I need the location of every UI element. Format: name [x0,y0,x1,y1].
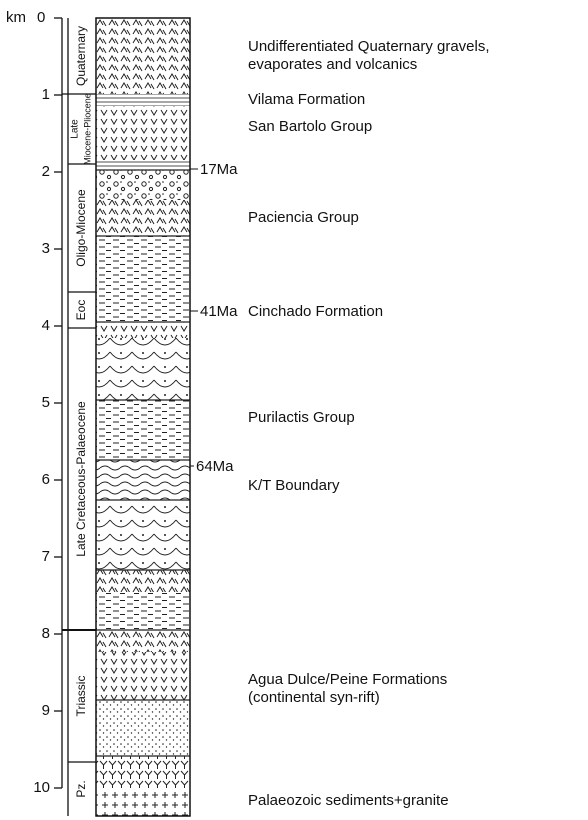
period-label: Late Cretaceous-Palaeocene [74,401,88,557]
period-label: Miocene-Pliocene [82,93,92,165]
period-label: Eoc [74,300,88,321]
age-label: 17Ma [200,161,238,178]
period-label: Pz. [74,780,88,797]
unit-label: Undifferentiated Quaternary gravels, [248,38,490,55]
tick-label: 3 [42,240,50,257]
period-labels: Quaternary Late Miocene-Pliocene Oligo-M… [70,26,93,798]
unit-label: Paciencia Group [248,209,359,226]
tick-label: 9 [42,702,50,719]
tick-label: 1 [42,86,50,103]
tick-label: 5 [42,394,50,411]
unit-label: (continental syn-rift) [248,689,380,706]
axis-unit: km [6,9,26,26]
age-label: 64Ma [196,458,234,475]
period-label: Triassic [74,676,88,717]
period-label: Late [70,119,81,139]
unit-label: Vilama Formation [248,91,365,108]
unit-label: San Bartolo Group [248,118,372,135]
unit-label: evaporates and volcanics [248,56,417,73]
depth-axis: km 0 1 2 3 4 5 6 7 8 9 10 [6,9,62,796]
tick-label: 8 [42,625,50,642]
lithology [95,17,191,817]
tick-label: 10 [33,779,50,796]
period-label: Oligo-Miocene [74,189,88,267]
unit-label: Cinchado Formation [248,303,383,320]
tick-label: 0 [37,9,45,26]
unit-label: Purilactis Group [248,409,355,426]
age-label: 41Ma [200,303,238,320]
unit-labels: Undifferentiated Quaternary gravels, eva… [248,38,490,809]
tick-label: 6 [42,471,50,488]
tick-label: 2 [42,163,50,180]
unit-label: K/T Boundary [248,477,340,494]
tick-label: 7 [42,548,50,565]
unit-label: Palaeozoic sediments+granite [248,792,449,809]
age-labels: 17Ma 41Ma 64Ma [190,161,238,475]
unit-label: Agua Dulce/Peine Formations [248,671,447,688]
tick-label: 4 [42,317,50,334]
period-label: Quaternary [74,26,88,86]
